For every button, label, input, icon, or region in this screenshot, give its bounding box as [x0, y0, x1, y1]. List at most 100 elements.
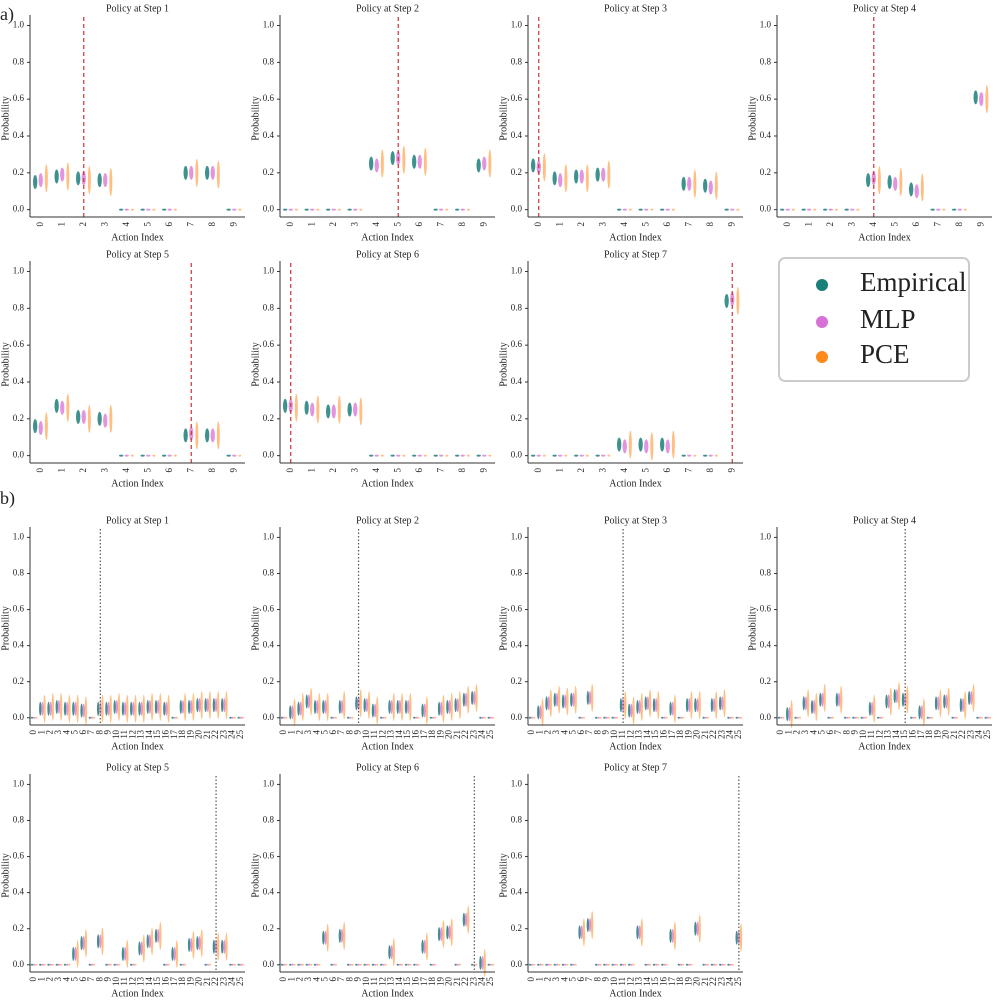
strip-point: [233, 963, 236, 966]
strip-point: [632, 696, 635, 725]
strip-point: [918, 705, 921, 720]
strip-point: [72, 701, 75, 716]
strip-point: [113, 963, 116, 966]
x-tick-label: 9: [478, 468, 488, 473]
strip-point: [657, 691, 660, 720]
strip-point: [810, 699, 814, 714]
strip-point: [976, 716, 979, 719]
strip-point: [652, 698, 656, 713]
strip-point: [82, 703, 85, 718]
strip-point: [154, 699, 158, 714]
strip-point: [491, 963, 495, 966]
x-tick-label: 21: [202, 977, 212, 986]
strip-point: [400, 963, 404, 966]
x-tick-label: 6: [78, 977, 88, 982]
strip-point: [88, 716, 92, 719]
strip-point: [574, 963, 577, 966]
x-tick-label: 5: [392, 468, 402, 473]
strip-point: [237, 716, 240, 719]
strip-point: [585, 454, 589, 457]
strip-point: [702, 716, 705, 719]
strip-point: [607, 160, 611, 189]
strip-point: [870, 701, 874, 716]
strip-point: [636, 925, 639, 940]
strip-point: [412, 154, 417, 169]
strip-point: [97, 411, 102, 426]
x-axis-label: Action Index: [609, 478, 662, 489]
strip-point: [232, 208, 237, 211]
y-axis-label: Probability: [250, 606, 261, 650]
y-tick-label: 0.2: [263, 413, 274, 423]
strip-point: [115, 963, 119, 966]
x-tick-label: 12: [625, 977, 635, 986]
x-tick-label: 9: [726, 222, 736, 227]
x-tick-label: 6: [414, 222, 424, 227]
strip-point: [359, 963, 362, 966]
strip-point: [476, 158, 481, 173]
strip-point: [547, 696, 550, 711]
x-tick-label: 15: [152, 730, 162, 740]
x-tick-label: 17: [169, 730, 179, 740]
strip-point: [528, 963, 532, 966]
x-tick-label: 0: [533, 222, 543, 227]
strip-point: [539, 963, 542, 966]
strip-point: [827, 716, 830, 719]
strip-point: [146, 934, 149, 949]
y-tick-label: 1.0: [13, 531, 25, 541]
strip-point: [123, 701, 127, 716]
y-tick-label: 1.0: [263, 531, 275, 541]
strip-point: [638, 925, 641, 940]
x-tick-label: 6: [328, 730, 338, 735]
x-tick-label: 15: [402, 977, 412, 987]
strip-point: [671, 208, 675, 211]
y-tick-label: 0.0: [263, 204, 275, 214]
strip-point: [101, 694, 104, 723]
strip-point: [390, 699, 393, 714]
strip-point: [866, 173, 871, 188]
strip-point: [54, 169, 59, 184]
x-tick-label: 0: [285, 468, 295, 473]
chart-title: Policy at Step 5: [106, 249, 169, 260]
x-tick-label: 3: [53, 730, 63, 735]
strip-point: [671, 701, 674, 716]
strip-point: [945, 694, 948, 709]
x-tick-label: 12: [625, 730, 635, 739]
strip-point: [721, 963, 724, 966]
x-tick-label: 12: [874, 730, 884, 739]
y-tick-label: 0.2: [13, 167, 24, 177]
strip-point: [599, 963, 602, 966]
strip-point: [109, 694, 112, 723]
strip-point: [582, 716, 586, 719]
strip-point: [351, 716, 354, 719]
strip-point: [677, 716, 681, 719]
x-tick-label: 23: [716, 730, 726, 740]
strip-point: [80, 703, 83, 718]
y-tick-label: 0.0: [263, 712, 275, 722]
y-tick-label: 1.0: [263, 20, 275, 30]
strip-point: [196, 936, 199, 951]
strip-point: [681, 176, 686, 191]
strip-point: [140, 701, 143, 716]
x-axis-label: Action Index: [609, 741, 662, 752]
strip-point: [823, 208, 828, 211]
strip-point: [628, 703, 631, 718]
x-tick-label: 7: [435, 222, 445, 227]
strip-point: [456, 963, 459, 966]
y-tick-label: 0.2: [263, 167, 274, 177]
strip-point: [488, 454, 492, 457]
y-tick-label: 0.2: [13, 923, 24, 933]
strip-point: [669, 928, 672, 943]
x-tick-label: 3: [99, 468, 109, 473]
strip-point: [846, 716, 849, 719]
strip-point: [285, 716, 288, 719]
strip-point: [988, 716, 992, 719]
y-tick-label: 0.4: [511, 130, 523, 140]
strip-point: [660, 437, 665, 452]
strip-point: [338, 699, 342, 714]
strip-point: [590, 683, 594, 712]
strip-point: [167, 454, 172, 457]
strip-point: [782, 716, 785, 719]
strip-point: [640, 692, 643, 721]
strip-point: [488, 149, 492, 178]
strip-point: [388, 945, 391, 960]
